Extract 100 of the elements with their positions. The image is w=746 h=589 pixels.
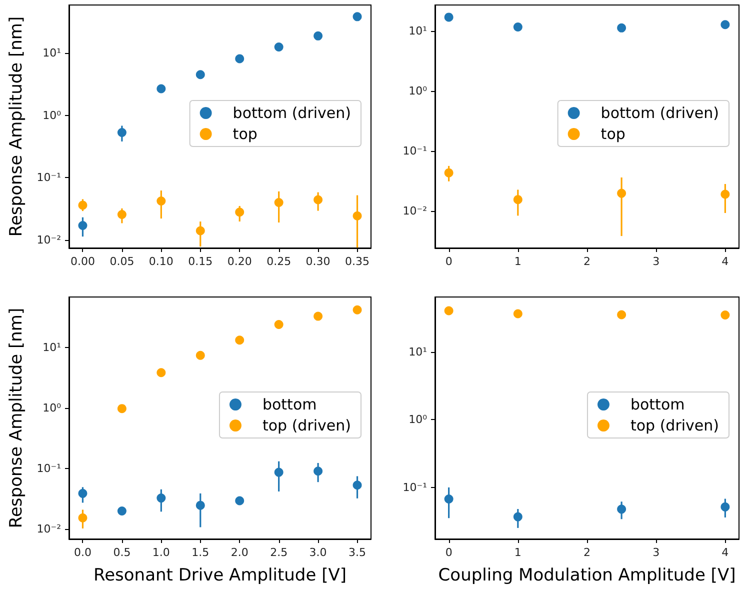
x-tick-label: 3.5 bbox=[348, 546, 366, 559]
point bbox=[513, 512, 522, 522]
y-tick-label: 10¹ bbox=[42, 46, 61, 60]
point bbox=[274, 198, 284, 207]
x-tick-label: 0.10 bbox=[148, 255, 174, 268]
point bbox=[117, 210, 126, 220]
point bbox=[196, 350, 205, 360]
y-tick-label: 10⁻¹ bbox=[402, 144, 427, 158]
point bbox=[617, 23, 626, 32]
point bbox=[117, 506, 126, 516]
point bbox=[196, 500, 205, 510]
point bbox=[444, 494, 454, 504]
x-tick-label: 3 bbox=[652, 255, 660, 268]
x-tick-label: 1 bbox=[514, 255, 522, 268]
y-tick-label: 10⁰ bbox=[42, 108, 62, 122]
point bbox=[235, 336, 244, 345]
y-tick-label: 10⁻¹ bbox=[36, 462, 61, 476]
y-tick-label: 10⁰ bbox=[42, 402, 62, 415]
legend-label: top bbox=[232, 125, 258, 143]
point bbox=[444, 12, 454, 22]
point bbox=[720, 20, 730, 30]
point bbox=[720, 310, 730, 320]
y-tick-label: 10⁻² bbox=[402, 204, 427, 218]
point bbox=[352, 211, 362, 220]
point bbox=[274, 42, 284, 52]
y-axis-title: Response Amplitude [nm] bbox=[6, 308, 26, 528]
x-tick-label: 2.0 bbox=[230, 546, 248, 559]
x-tick-label: 0.35 bbox=[345, 255, 370, 268]
point bbox=[156, 494, 166, 503]
x-tick-label: 0.25 bbox=[266, 255, 292, 268]
y-tick-label: 10⁰ bbox=[408, 84, 428, 98]
y-tick-label: 10⁻¹ bbox=[402, 480, 427, 494]
y-tick-label: 10¹ bbox=[408, 24, 427, 38]
x-tick-label: 0.0 bbox=[74, 546, 92, 559]
x-tick-label: 1.5 bbox=[192, 546, 210, 559]
x-tick-label: 2 bbox=[584, 255, 590, 268]
y-tick-label: 10⁻² bbox=[36, 522, 61, 536]
x-tick-label: 0 bbox=[445, 255, 452, 268]
legend-label: bottom bbox=[630, 396, 685, 414]
x-tick-label: 3 bbox=[652, 546, 660, 559]
x-tick-label: 0.05 bbox=[110, 255, 134, 268]
point bbox=[352, 480, 362, 490]
x-tick-label: 0 bbox=[445, 546, 452, 559]
point bbox=[352, 12, 362, 22]
point bbox=[78, 221, 88, 230]
y-tick-label: 10⁰ bbox=[408, 413, 428, 426]
y-axis-title: Response Amplitude [nm] bbox=[6, 16, 26, 237]
legend-label: top bbox=[600, 125, 626, 143]
point bbox=[444, 168, 454, 178]
x-axis-title: Coupling Modulation Amplitude [V] bbox=[438, 566, 736, 586]
legend-label: top (driven) bbox=[262, 416, 352, 434]
y-tick-label: 10⁻¹ bbox=[36, 171, 61, 184]
x-tick-label: 0.20 bbox=[227, 255, 252, 268]
point bbox=[720, 190, 730, 199]
point bbox=[156, 84, 166, 94]
point bbox=[513, 195, 522, 204]
x-tick-label: 1.0 bbox=[152, 546, 170, 559]
x-tick-label: 3.0 bbox=[309, 546, 327, 559]
y-tick-label: 10⁻² bbox=[36, 233, 61, 246]
point bbox=[117, 128, 126, 137]
x-tick-label: 1 bbox=[514, 546, 522, 559]
legend-label: top (driven) bbox=[630, 416, 720, 434]
point bbox=[78, 513, 88, 522]
point bbox=[444, 306, 454, 316]
point bbox=[352, 305, 362, 314]
point bbox=[196, 70, 205, 80]
x-tick-label: 4 bbox=[722, 255, 729, 268]
point bbox=[156, 196, 166, 206]
legend-label: bottom bbox=[262, 396, 317, 414]
point bbox=[314, 312, 323, 321]
point bbox=[235, 54, 244, 64]
x-tick-label: 0.00 bbox=[70, 255, 95, 268]
point bbox=[156, 368, 166, 378]
point bbox=[196, 226, 205, 236]
point bbox=[314, 466, 323, 476]
point bbox=[78, 488, 88, 498]
y-tick-label: 10¹ bbox=[408, 346, 427, 359]
point bbox=[720, 502, 730, 512]
point bbox=[314, 31, 323, 40]
x-tick-label: 0.5 bbox=[113, 546, 131, 559]
point bbox=[513, 309, 522, 318]
point bbox=[117, 404, 126, 414]
point bbox=[235, 496, 244, 506]
legend-label: bottom (driven) bbox=[232, 104, 352, 122]
point bbox=[274, 468, 284, 477]
x-tick-label: 2 bbox=[584, 546, 590, 559]
point bbox=[314, 195, 323, 204]
point bbox=[617, 188, 626, 198]
y-tick-label: 10¹ bbox=[42, 340, 61, 354]
x-tick-label: 2.5 bbox=[270, 546, 288, 559]
point bbox=[235, 208, 244, 217]
x-tick-label: 0.30 bbox=[306, 255, 330, 268]
x-tick-label: 4 bbox=[722, 546, 729, 559]
point bbox=[513, 22, 522, 32]
point bbox=[617, 504, 626, 514]
point bbox=[78, 200, 88, 210]
point bbox=[274, 320, 284, 330]
x-axis-title: Resonant Drive Amplitude [V] bbox=[94, 566, 346, 586]
point bbox=[617, 310, 626, 320]
x-tick-label: 0.15 bbox=[188, 255, 213, 268]
